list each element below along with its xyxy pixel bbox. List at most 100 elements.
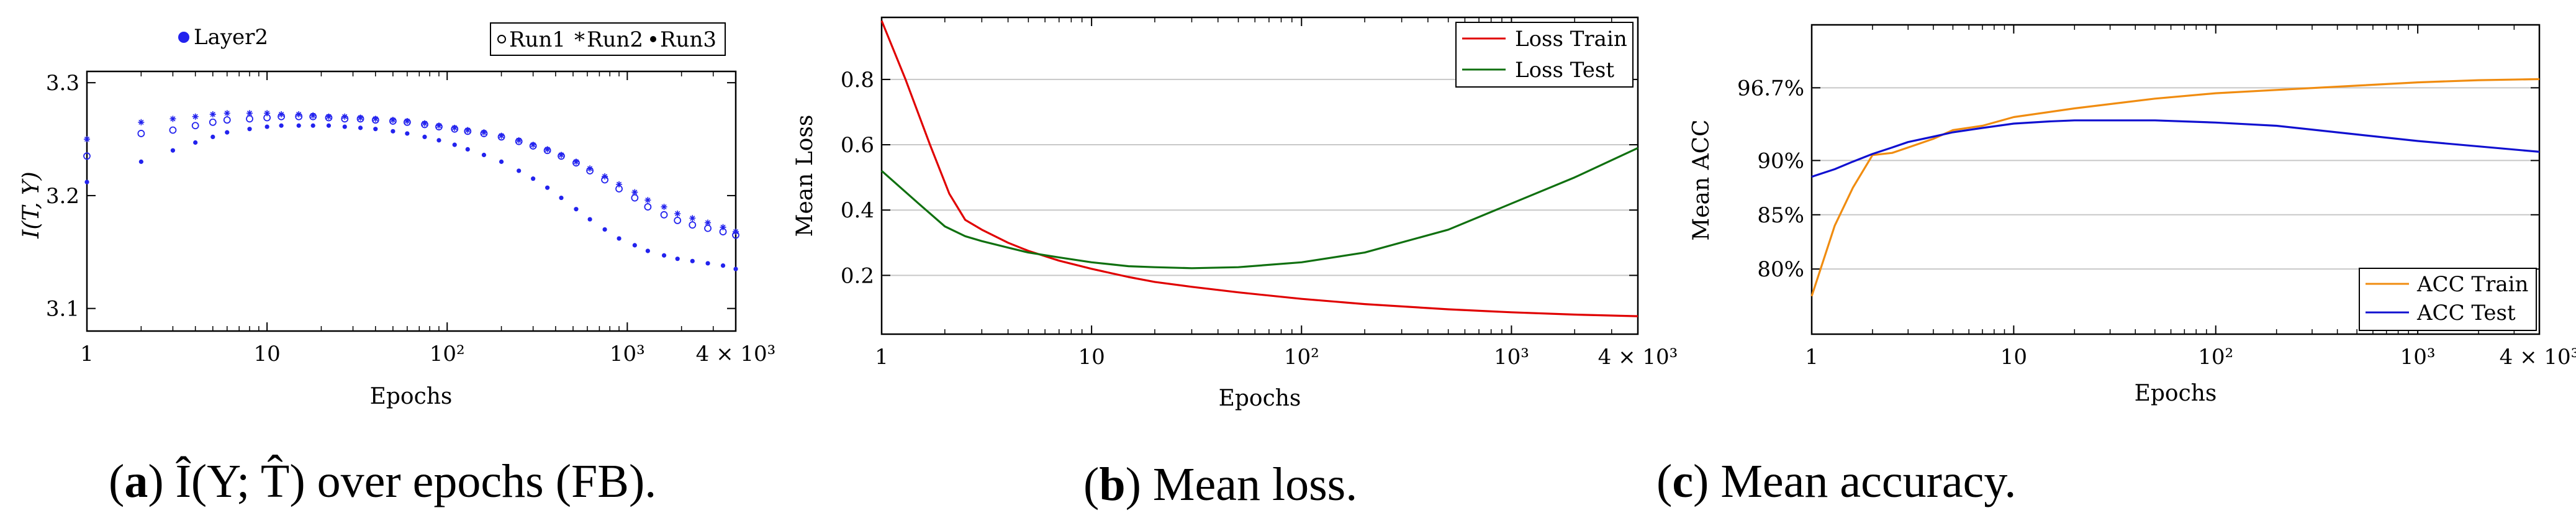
y-tick-label: 85% (1757, 203, 1804, 228)
point-run3 (720, 263, 726, 268)
y-tick-label: 3.1 (46, 297, 79, 322)
point-run2 (616, 181, 623, 188)
point-run3 (138, 159, 143, 164)
point-run3 (296, 123, 301, 128)
panel-a-legend: Run1 * Run2 Run3 (490, 22, 726, 56)
y-tick-label: 3.3 (46, 71, 79, 96)
legend-run2-marker-icon: * (574, 28, 585, 53)
panel-c-legend-box (2359, 268, 2537, 331)
panel-c-ylabel: Mean ACC (1689, 119, 1714, 240)
point-run2 (84, 136, 90, 143)
point-run1 (169, 126, 177, 134)
point-run2 (544, 146, 551, 153)
point-run3 (436, 138, 441, 143)
point-run2 (705, 219, 712, 226)
y-tick-label: 96.7% (1737, 76, 1804, 101)
panel-b-legend-box (1455, 22, 1634, 88)
caption-c: (c) Mean accuracy. (1656, 455, 2016, 507)
x-tick-label: 1 (1805, 345, 1819, 370)
y-tick-label: 0.6 (841, 133, 874, 158)
point-run2 (661, 204, 667, 211)
line-loss-train (880, 20, 1638, 317)
y-tick-label: 0.4 (841, 198, 874, 223)
point-run3 (559, 195, 564, 201)
point-run3 (452, 142, 457, 147)
y-tick-label: 0.2 (841, 263, 874, 288)
point-run3 (531, 176, 536, 181)
panel-a-plot-frame (86, 70, 737, 332)
point-run3 (358, 125, 363, 130)
point-run2 (689, 215, 696, 222)
caption-c-letter: c (1672, 455, 1693, 507)
point-run2 (631, 189, 638, 196)
panel-b-plot-frame (880, 16, 1639, 335)
line-acc-train (1810, 78, 2540, 297)
panel-a-ylabel: I(T, Y) (19, 171, 44, 239)
point-run1 (631, 194, 639, 202)
point-run3 (326, 123, 332, 128)
point-run1 (660, 211, 668, 219)
y-tick-label: 90% (1757, 148, 1804, 173)
panel-a-io-scatter: 1 10 10² 10³ 4 × 10³ 3.1 3.2 3.3 Epochs I(T, Y)… (19, 22, 775, 409)
legend-loss-train-label: Loss Train (1515, 27, 1627, 52)
point-run3 (645, 248, 650, 253)
point-run3 (84, 179, 89, 184)
point-run3 (373, 127, 378, 132)
panel-c-plot-frame (1810, 24, 2541, 335)
point-run3 (225, 130, 230, 135)
caption-a-letter: a (124, 455, 148, 507)
point-run2 (310, 112, 317, 119)
point-run3 (170, 148, 176, 153)
legend-run3-label: Run3 (660, 27, 716, 52)
point-run2 (278, 111, 285, 118)
y-tick-label: 80% (1757, 257, 1804, 282)
panel-c-accuracy: 1 10 10² 10³ 4 × 10³ 80% 85% 90% 96.7% Epochs Me… (1689, 24, 2576, 406)
caption-a: (a) Î(Y; T̂) over epochs (FB). (109, 454, 656, 507)
panel-c-legend: ACC Train ACC Test (2359, 268, 2537, 331)
panel-b-xlabel: Epochs (1219, 386, 1301, 411)
point-run1 (223, 116, 231, 124)
point-run2 (372, 116, 379, 122)
point-run1 (704, 224, 712, 232)
point-run3 (481, 152, 487, 158)
point-run2 (341, 113, 348, 120)
x-tick-label: 10 (2000, 345, 2027, 370)
point-run2 (138, 119, 145, 125)
x-tick-label: 4 × 10³ (2500, 345, 2576, 370)
panel-b-legend: Loss Train Loss Test (1455, 22, 1634, 88)
point-run3 (264, 124, 269, 129)
point-run3 (661, 253, 667, 258)
point-run3 (602, 227, 607, 232)
x-tick-label: 10² (430, 342, 465, 366)
y-tick-label: 3.2 (46, 184, 79, 209)
point-run2 (325, 113, 332, 120)
panel-b-loss: 1 10 10² 10³ 4 × 10³ 0.2 0.4 0.6 0.8 Epochs Mean… (792, 16, 1678, 411)
panel-a-layer-label: Layer2 (194, 25, 268, 50)
x-tick-label: 1 (875, 345, 888, 370)
point-run3 (310, 123, 315, 128)
point-run3 (422, 134, 427, 140)
legend-acc-test-label: ACC Test (2416, 301, 2516, 325)
x-tick-label: 10² (1284, 345, 1319, 370)
panel-c-xlabel: Epochs (2135, 381, 2217, 406)
point-run2 (264, 110, 271, 117)
point-run3 (545, 185, 550, 190)
point-run2 (572, 158, 579, 165)
legend-acc-train-label: ACC Train (2416, 272, 2528, 297)
point-run2 (720, 224, 726, 230)
point-run2 (530, 142, 536, 148)
panel-a-legend-box (490, 22, 726, 56)
legend-run2-label: Run2 (587, 27, 643, 52)
point-run3 (705, 261, 710, 266)
x-tick-label: 4 × 10³ (1598, 345, 1678, 370)
point-run2 (246, 110, 253, 117)
x-tick-label: 10 (253, 342, 280, 366)
point-run2 (644, 197, 651, 204)
point-run3 (733, 266, 738, 271)
x-tick-label: 10³ (610, 342, 645, 366)
point-run3 (617, 236, 621, 241)
point-run2 (357, 114, 364, 121)
point-run3 (574, 207, 579, 212)
point-run2 (404, 117, 410, 124)
point-run2 (481, 129, 487, 136)
